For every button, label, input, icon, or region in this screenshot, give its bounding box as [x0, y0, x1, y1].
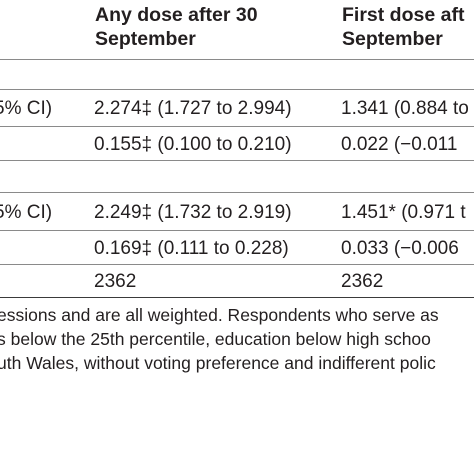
- row-rule-1: [0, 126, 474, 127]
- cell-any-dose-or-1: 2.274‡ (1.727 to 2.994): [94, 98, 292, 119]
- cell-first-dose-me-2: 0.033 (−0.006: [341, 238, 459, 259]
- row-rule-2: [0, 230, 474, 231]
- column-header-first-dose-line1: First dose aft: [342, 4, 465, 26]
- footnote-line-3: uth Wales, without voting preference and…: [0, 353, 436, 373]
- header-rule: [0, 59, 474, 60]
- row-label-ci-1: 5% CI): [0, 98, 53, 119]
- cell-first-dose-or-1: 1.341 (0.884 to: [341, 98, 469, 119]
- column-header-any-dose-line1: Any dose after 30: [95, 4, 258, 26]
- cell-any-dose-me-2: 0.169‡ (0.111 to 0.228): [94, 238, 289, 259]
- section-rule-2: [0, 160, 474, 161]
- cell-any-dose-n: 2362: [94, 271, 137, 292]
- footnote-line-2: s below the 25th percentile, education b…: [0, 329, 431, 349]
- cell-first-dose-me-1: 0.022 (−0.011: [341, 134, 458, 155]
- cell-any-dose-me-1: 0.155‡ (0.100 to 0.210): [94, 134, 292, 155]
- row-label-ci-2: 5% CI): [0, 202, 53, 223]
- row-rule-3: [0, 264, 474, 265]
- cell-first-dose-or-2: 1.451* (0.971 t: [341, 202, 466, 223]
- section-rule-1: [0, 89, 474, 90]
- column-header-any-dose-line2: September: [95, 28, 196, 50]
- cell-any-dose-or-2: 2.249‡ (1.732 to 2.919): [94, 202, 292, 223]
- column-header-first-dose-line2: September: [342, 28, 443, 50]
- table-bottom-rule: [0, 297, 474, 298]
- section-rule-3: [0, 192, 474, 193]
- cell-first-dose-n: 2362: [341, 271, 384, 292]
- footnote-line-1: essions and are all weighted. Respondent…: [0, 305, 439, 325]
